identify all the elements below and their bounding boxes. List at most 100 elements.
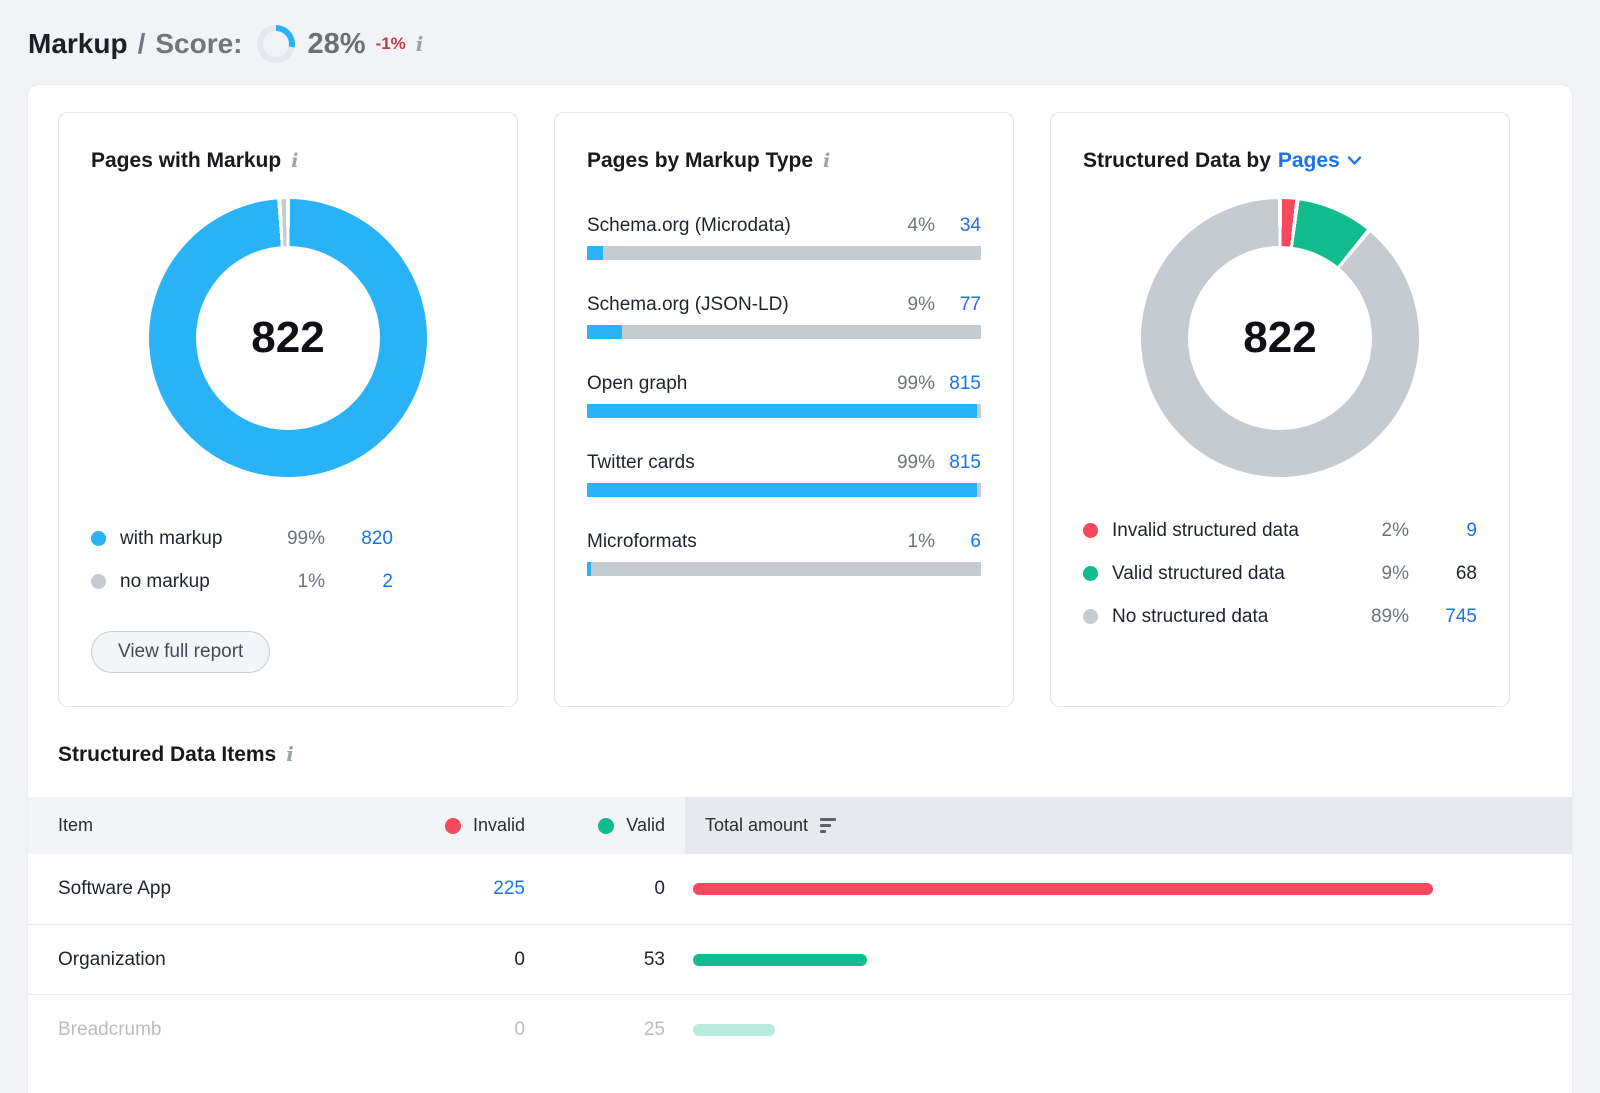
invalid-count-link[interactable]: 9	[1466, 519, 1477, 541]
twitter-cards-count-link[interactable]: 815	[949, 452, 981, 473]
legend-percent: 9%	[1381, 562, 1409, 584]
invalid-count-link[interactable]: 225	[493, 878, 525, 899]
pages-with-markup-title: Pages with Markup i	[91, 149, 485, 173]
view-full-report-button[interactable]: View full report	[91, 631, 271, 673]
structured-data-by-title: Structured Data by Pages	[1083, 149, 1477, 173]
valid-count-value: 25	[643, 1018, 665, 1040]
legend-label: Valid structured data	[1112, 562, 1285, 584]
jsonld-count-link[interactable]: 77	[959, 294, 981, 315]
structured-data-items-header: Structured Data Items i	[28, 707, 1572, 767]
markup-type-percent: 99%	[896, 452, 935, 473]
sort-descending-icon[interactable]	[820, 818, 837, 833]
valid-dot-icon	[1083, 566, 1098, 581]
table-row-organization: Organization 0 53	[28, 924, 1572, 994]
card-title-text: Pages by Markup Type	[587, 149, 814, 172]
structured-data-by-card: Structured Data by Pages 822 Invalid str…	[1050, 112, 1510, 707]
markup-type-percent: 9%	[907, 294, 935, 315]
structured-data-items-info-icon[interactable]: i	[286, 742, 294, 766]
markup-type-label: Schema.org (JSON-LD)	[587, 294, 789, 315]
legend-item-no-markup: no markup 1% 2	[91, 560, 393, 603]
markup-type-row-microformats: Microformats 1% 6	[587, 531, 981, 576]
card-title-text: Pages with Markup	[91, 149, 282, 172]
legend-label: no markup	[120, 570, 210, 592]
card-title-text: Structured Data by	[1083, 149, 1271, 172]
score-delta: -1%	[375, 34, 406, 53]
report-header: Markup / Score: 28% -1% i	[0, 0, 1600, 84]
markup-type-label: Open graph	[587, 373, 688, 394]
valid-count-value: 0	[654, 878, 665, 899]
progress-fill	[587, 246, 603, 260]
valid-count-value: 53	[643, 948, 665, 970]
markup-type-percent: 99%	[896, 373, 935, 394]
microdata-count-link[interactable]: 34	[959, 215, 981, 236]
valid-dot-icon	[598, 817, 615, 834]
progress-track	[587, 246, 981, 260]
structured-data-total-value: 822	[1243, 313, 1317, 362]
valid-count-value: 68	[1455, 562, 1477, 584]
total-amount-bar-cell	[693, 953, 1433, 966]
no-structured-data-dot-icon	[1083, 609, 1098, 624]
no-markup-count-link[interactable]: 2	[382, 570, 393, 592]
pages-dropdown[interactable]: Pages	[1277, 149, 1340, 172]
score-label: Score:	[155, 28, 243, 59]
pages-with-markup-info-icon[interactable]: i	[291, 150, 299, 172]
progress-track	[587, 404, 981, 418]
invalid-dot-icon	[444, 817, 461, 834]
legend-item-invalid: Invalid structured data 2% 9	[1083, 509, 1477, 552]
legend-label: No structured data	[1112, 605, 1269, 627]
microformats-count-link[interactable]: 6	[970, 531, 981, 552]
progress-fill	[587, 562, 591, 576]
markup-report-panel: Pages with Markup i 822 with markup 99% …	[27, 84, 1573, 1093]
column-header-total-amount[interactable]: Total amount	[685, 797, 1572, 854]
markup-type-row-twitter-cards: Twitter cards 99% 815	[587, 452, 981, 497]
with-markup-count-link[interactable]: 820	[361, 527, 393, 549]
markup-type-percent: 4%	[907, 215, 935, 236]
progress-fill	[587, 404, 978, 418]
page-title: Markup	[28, 28, 128, 59]
total-amount-bar	[693, 1023, 776, 1036]
invalid-dot-icon	[1083, 523, 1098, 538]
no-markup-dot-icon	[91, 574, 106, 589]
progress-fill	[587, 325, 623, 339]
table-row-software-app: Software App 225 0	[28, 854, 1572, 924]
legend-percent: 89%	[1370, 605, 1409, 627]
score-value: 28%	[307, 27, 366, 60]
pages-by-markup-type-info-icon[interactable]: i	[823, 150, 831, 172]
structured-data-items-table: Item Invalid Valid Total amount Software…	[28, 797, 1572, 1064]
total-amount-bar	[693, 883, 1433, 895]
item-name: Organization	[58, 948, 166, 970]
markup-type-bar-list: Schema.org (Microdata) 4% 34 Schema.org …	[587, 215, 981, 576]
legend-percent: 99%	[286, 527, 325, 549]
markup-type-label: Schema.org (Microdata)	[587, 215, 791, 236]
item-name: Breadcrumb	[58, 1018, 162, 1040]
item-name: Software App	[58, 878, 172, 899]
invalid-count-value: 0	[514, 1018, 525, 1040]
markup-type-label: Microformats	[587, 531, 697, 552]
pages-total-value: 822	[251, 313, 325, 362]
progress-track	[587, 562, 981, 576]
structured-data-donut: 822	[1141, 199, 1419, 477]
pages-with-markup-card: Pages with Markup i 822 with markup 99% …	[58, 112, 518, 707]
column-header-label: Total amount	[705, 815, 809, 835]
column-header-label: Valid	[626, 815, 665, 835]
donut-hole: 822	[196, 246, 380, 430]
pages-by-markup-type-card: Pages by Markup Type i Schema.org (Micro…	[554, 112, 1014, 707]
summary-cards-row: Pages with Markup i 822 with markup 99% …	[28, 85, 1572, 707]
chevron-down-icon[interactable]	[1347, 148, 1362, 172]
markup-type-row-microdata: Schema.org (Microdata) 4% 34	[587, 215, 981, 260]
structured-data-legend: Invalid structured data 2% 9 Valid struc…	[1083, 509, 1477, 638]
markup-type-percent: 1%	[907, 531, 935, 552]
markup-type-label: Twitter cards	[587, 452, 695, 473]
breadcrumb-separator: /	[137, 28, 146, 59]
score-info-icon[interactable]: i	[415, 32, 424, 56]
no-structured-data-count-link[interactable]: 745	[1445, 605, 1477, 627]
column-header-invalid: Invalid	[408, 815, 525, 836]
pages-with-markup-donut: 822	[149, 199, 427, 477]
legend-item-no-structured-data: No structured data 89% 745	[1083, 595, 1477, 638]
progress-track	[587, 483, 981, 497]
with-markup-dot-icon	[91, 531, 106, 546]
legend-percent: 1%	[297, 570, 325, 592]
column-header-valid: Valid	[525, 815, 665, 836]
open-graph-count-link[interactable]: 815	[949, 373, 981, 394]
legend-label: Invalid structured data	[1112, 519, 1299, 541]
